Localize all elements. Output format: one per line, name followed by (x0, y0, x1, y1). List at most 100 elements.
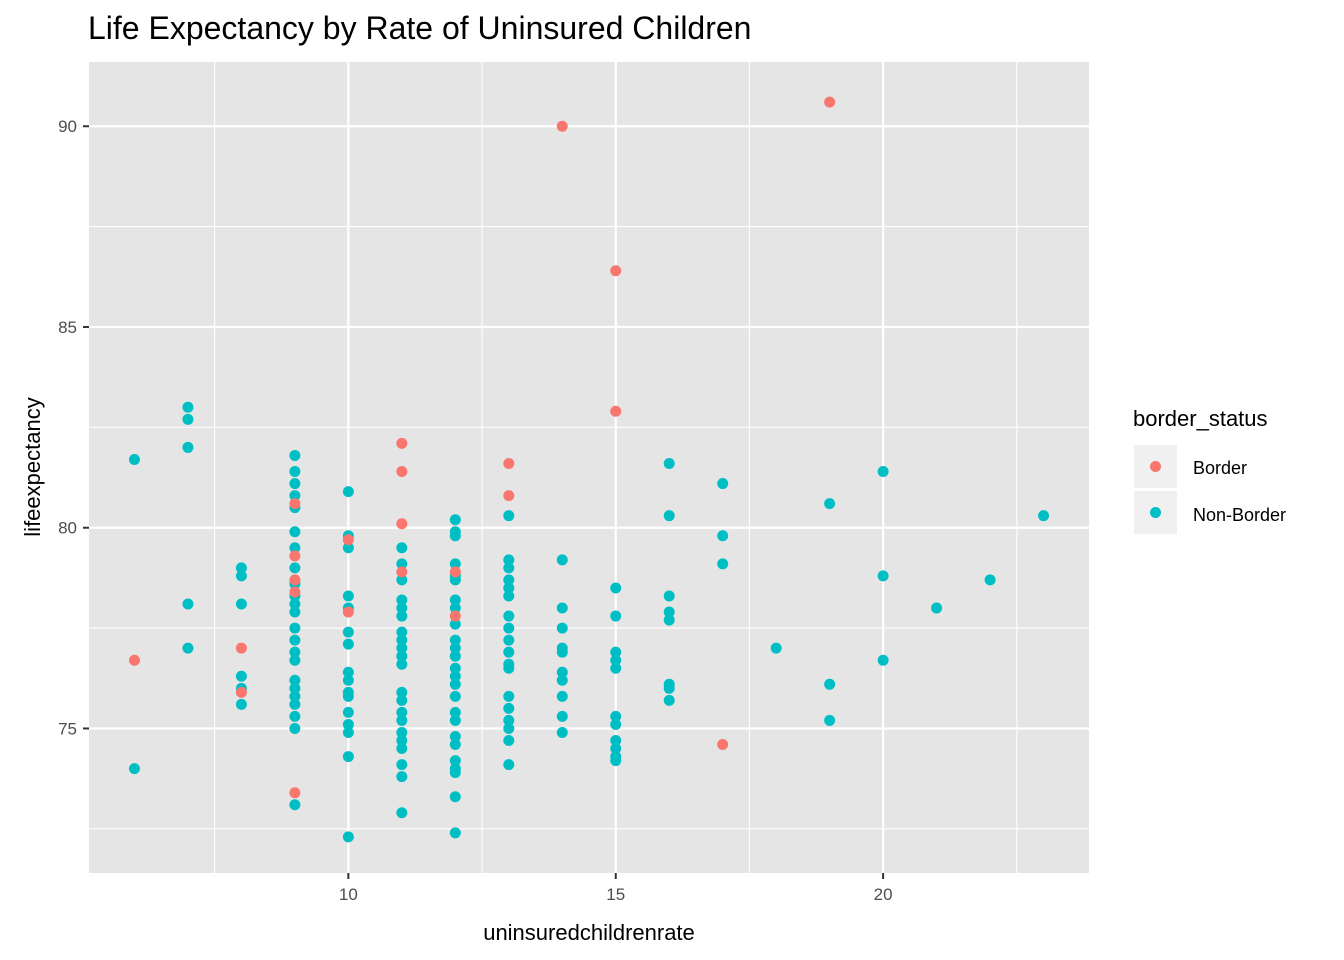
point-non-border (449, 618, 461, 630)
point-non-border (449, 714, 461, 726)
point-non-border (1038, 510, 1050, 522)
point-border (128, 654, 140, 666)
axis-ticks: 10 15 20 75 80 85 90 (58, 117, 893, 904)
point-non-border (556, 622, 568, 634)
point-non-border (342, 486, 354, 498)
point-non-border (503, 690, 515, 702)
point-non-border (503, 610, 515, 622)
point-border (342, 606, 354, 618)
point-non-border (877, 570, 889, 582)
point-non-border (931, 602, 943, 614)
point-border (289, 586, 301, 598)
point-non-border (717, 478, 729, 490)
point-non-border (877, 654, 889, 666)
point-border (503, 490, 515, 502)
point-non-border (503, 759, 515, 771)
point-non-border (396, 735, 408, 747)
point-non-border (449, 755, 461, 767)
point-non-border (556, 602, 568, 614)
point-non-border (342, 590, 354, 602)
point-non-border (289, 606, 301, 618)
legend-marker-border (1150, 461, 1161, 472)
point-non-border (182, 441, 194, 453)
point-non-border (556, 690, 568, 702)
point-non-border (449, 706, 461, 718)
point-non-border (449, 634, 461, 646)
point-non-border (235, 598, 247, 610)
point-non-border (503, 722, 515, 734)
point-non-border (396, 574, 408, 586)
point-non-border (342, 626, 354, 638)
point-non-border (503, 662, 515, 674)
point-non-border (663, 510, 675, 522)
point-non-border (182, 413, 194, 425)
point-non-border (235, 562, 247, 574)
point-border (235, 686, 247, 698)
point-non-border (182, 401, 194, 413)
point-non-border (449, 730, 461, 742)
point-non-border (396, 726, 408, 738)
point-non-border (610, 654, 622, 666)
point-non-border (610, 743, 622, 755)
point-non-border (824, 678, 836, 690)
plot-panel (89, 62, 1089, 873)
point-non-border (396, 686, 408, 698)
point-non-border (610, 735, 622, 747)
point-non-border (984, 574, 996, 586)
point-non-border (449, 602, 461, 614)
point-non-border (717, 530, 729, 542)
point-non-border (610, 755, 622, 767)
point-border (342, 534, 354, 546)
point-non-border (449, 791, 461, 803)
point-border (396, 466, 408, 478)
point-border (503, 457, 515, 469)
point-non-border (503, 574, 515, 586)
point-non-border (610, 710, 622, 722)
point-non-border (289, 562, 301, 574)
point-non-border (342, 690, 354, 702)
point-non-border (663, 614, 675, 626)
point-non-border (503, 590, 515, 602)
point-non-border (449, 827, 461, 839)
point-non-border (342, 706, 354, 718)
point-non-border (824, 498, 836, 510)
point-border (449, 566, 461, 578)
point-non-border (556, 646, 568, 658)
point-border (610, 405, 622, 417)
point-non-border (663, 606, 675, 618)
point-border (289, 574, 301, 586)
point-non-border (396, 771, 408, 783)
point-non-border (610, 718, 622, 730)
point-non-border (235, 698, 247, 710)
point-non-border (289, 690, 301, 702)
point-non-border (503, 622, 515, 634)
x-axis-label: uninsuredchildrenrate (483, 920, 695, 945)
legend-title: border_status (1133, 406, 1268, 431)
point-non-border (128, 763, 140, 775)
point-non-border (396, 658, 408, 670)
minor-gridlines (89, 62, 1089, 873)
chart-title: Life Expectancy by Rate of Uninsured Chi… (88, 10, 751, 46)
point-border (235, 642, 247, 654)
point-non-border (289, 598, 301, 610)
point-non-border (396, 714, 408, 726)
point-non-border (556, 666, 568, 678)
point-non-border (449, 530, 461, 542)
point-non-border (289, 682, 301, 694)
point-non-border (503, 554, 515, 566)
point-non-border (556, 726, 568, 738)
point-non-border (289, 526, 301, 538)
point-non-border (396, 542, 408, 554)
point-border (717, 739, 729, 751)
point-non-border (396, 743, 408, 755)
point-non-border (289, 490, 301, 502)
point-non-border (449, 514, 461, 526)
point-non-border (503, 714, 515, 726)
point-non-border (342, 718, 354, 730)
point-non-border (449, 650, 461, 662)
point-non-border (449, 739, 461, 751)
point-non-border (449, 662, 461, 674)
point-non-border (235, 670, 247, 682)
legend: border_status Border Non-Border (1133, 406, 1286, 534)
